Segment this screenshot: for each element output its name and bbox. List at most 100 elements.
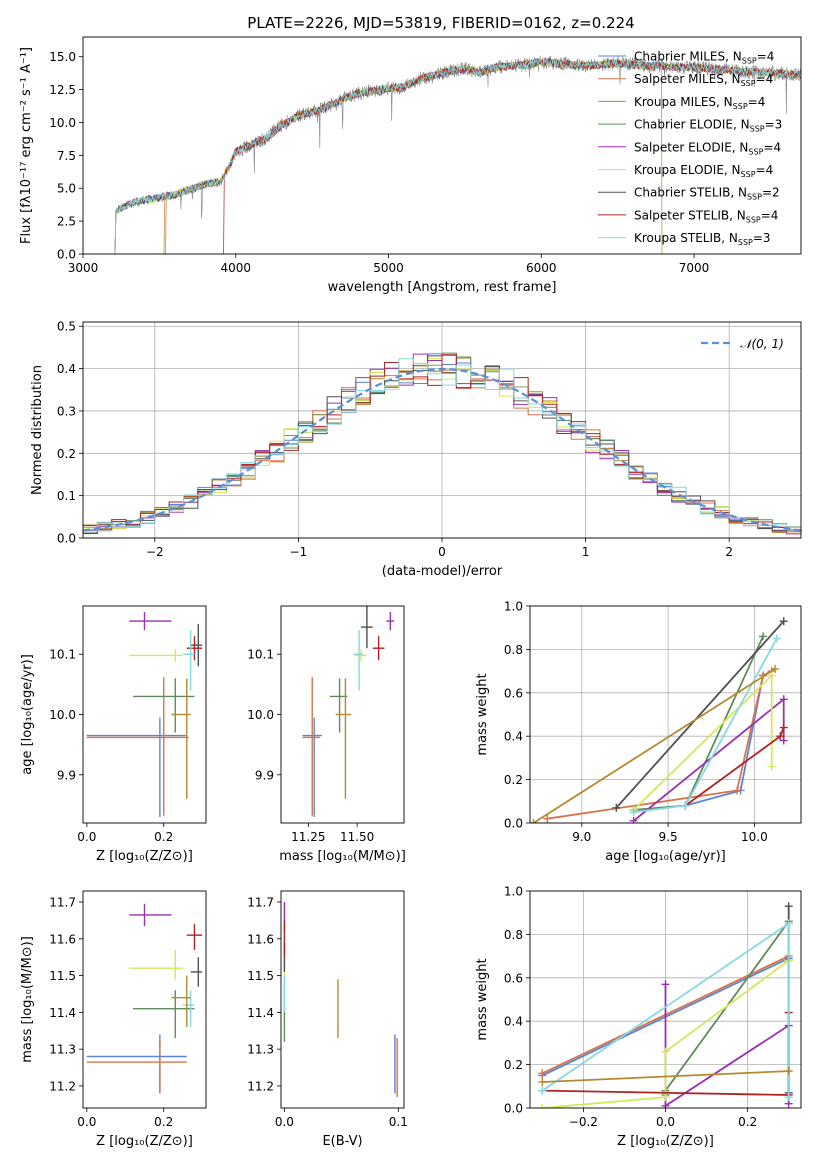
- legend-label: Salpeter ELODIE, NSSP=4: [634, 140, 781, 156]
- residuals-ytick-label: 0.1: [57, 489, 76, 503]
- age_vs_mass-ytick-label: 10.0: [247, 708, 274, 722]
- errorbar-point: [302, 677, 321, 816]
- weight_vs_z-frame: −0.2 0.0 0.2 0.0 0.2 0.4 0.6 0.8 1.0 Z [log₁₀(Z/Z…: [475, 885, 802, 1149]
- mass_vs_ebv-spines: [280, 890, 405, 1109]
- model-spectrum: [114, 58, 801, 254]
- errorbar-point: [129, 949, 183, 980]
- model-spectrum: [114, 57, 801, 254]
- errorbar-point: [182, 630, 195, 691]
- mass-weight-marker: [661, 1047, 670, 1056]
- age_vs_z-xtick-label: 0.2: [154, 830, 173, 844]
- mass_vs_ebv-ytick-label: 11.6: [247, 932, 274, 946]
- weight_vs_age-ytick-label: 0.0: [504, 817, 523, 831]
- age_vs_z-xlabel: Z [log₁₀(Z/Z⊙)]: [96, 849, 193, 864]
- mass_vs_z-ytick-label: 11.5: [49, 969, 76, 983]
- weight_vs_age-ytick-label: 0.2: [504, 773, 523, 787]
- mass-weight-marker: [784, 902, 793, 911]
- residuals-ytick-label: 0.2: [57, 447, 76, 461]
- legend-label: Chabrier ELODIE, NSSP=3: [634, 118, 782, 134]
- weight_vs_z-ytick-label: 0.0: [504, 1102, 523, 1116]
- weight_vs_age-xtick-label: 10.0: [741, 830, 768, 844]
- mass_vs_z-ytick-label: 11.6: [49, 932, 76, 946]
- errorbar-point: [372, 636, 385, 661]
- weight_vs_z-ytick-label: 0.6: [504, 971, 523, 985]
- age_vs_z-ylabel: age [log₁₀(age/yr)]: [20, 654, 35, 775]
- mass_vs_z-xtick-label: 0.0: [77, 1115, 96, 1129]
- residuals-ytick-label: 0.4: [57, 362, 76, 376]
- model-spectrum: [114, 58, 801, 254]
- errorbar-point: [86, 717, 187, 817]
- mass-weight-marker: [530, 819, 538, 823]
- age_vs_z-frame: 0.0 0.2 9.9 10.0 10.1 Z [log₁₀(Z/Z⊙)] age [log…: [20, 605, 207, 864]
- weight_vs_z-ytick-label: 0.2: [504, 1058, 523, 1072]
- model-spectrum: [163, 58, 663, 254]
- mass-weight-marker: [784, 1093, 793, 1102]
- legend-label: Chabrier STELIB, NSSP=2: [634, 186, 780, 202]
- errorbar-point: [129, 649, 183, 662]
- residuals-xlabel: (data-model)/error: [382, 564, 503, 579]
- errorbar-point: [86, 1034, 187, 1094]
- mass_vs_ebv-ytick-label: 11.2: [247, 1079, 274, 1093]
- legend-label: 𝒩(0, 1): [740, 337, 784, 351]
- residuals-xtick-label: 1: [582, 545, 590, 559]
- spectrum-ytick-label: 10.0: [49, 116, 76, 130]
- mass_vs_z-frame: 0.0 0.2 11.2 11.3 11.4 11.5 11.6 11.7 Z [log₁₀(Z…: [20, 890, 207, 1149]
- age_vs_mass-xtick-label: 11.25: [291, 830, 325, 844]
- age_vs_mass-xtick-label: 11.50: [340, 830, 374, 844]
- mass-weight-line: [664, 984, 790, 1108]
- weight_vs_z-xtick-label: 0.0: [656, 1115, 675, 1129]
- mass-weight-marker: [538, 1104, 547, 1108]
- residuals-ytick-label: 0.5: [57, 320, 76, 334]
- mass-weight-line: [542, 959, 790, 1108]
- normal-curve: [83, 367, 801, 532]
- spectrum-spines: [82, 36, 802, 255]
- mass_vs_z-ytick-label: 11.2: [49, 1079, 76, 1093]
- weight_vs_age-frame: 9.0 9.5 10.0 0.0 0.2 0.4 0.6 0.8 1.0 age [log₁₀(a…: [475, 600, 802, 864]
- mass-weight-marker: [772, 634, 781, 643]
- spectrum-xtick-label: 7000: [679, 261, 710, 275]
- weight_vs_z-xtick-label: −0.2: [569, 1115, 598, 1129]
- weight_vs_age-xtick-label: 9.5: [659, 830, 678, 844]
- mass-weight-marker: [543, 814, 552, 823]
- errorbar-point: [353, 630, 363, 691]
- mass-weight-marker: [661, 1093, 670, 1102]
- errorbar-point: [182, 990, 195, 1028]
- weight_vs_age-xlabel: age [log₁₀(age/yr)]: [605, 849, 726, 864]
- spectrum-xtick-label: 4000: [220, 261, 251, 275]
- spectrum-xtick-label: 6000: [526, 261, 557, 275]
- weight_vs_age-series: [530, 617, 788, 823]
- weight_vs_age-spines: [529, 605, 802, 824]
- mass-weight-line: [533, 668, 776, 823]
- mass_vs_ebv-ytick-label: 11.5: [247, 969, 274, 983]
- mass-weight-marker: [784, 1067, 793, 1076]
- spectrum-ytick-label: 2.5: [57, 215, 76, 229]
- errorbar-point: [386, 612, 395, 631]
- spectrum-xlabel: wavelength [Angstrom, rest frame]: [328, 280, 557, 295]
- legend-label: Salpeter STELIB, NSSP=4: [634, 208, 778, 224]
- weight_vs_age-ytick-label: 1.0: [504, 600, 523, 614]
- age_vs_z-ytick-label: 10.0: [49, 708, 76, 722]
- age_vs_mass-points: [302, 606, 395, 817]
- weight_vs_age-ytick-label: 0.4: [504, 730, 523, 744]
- mass-weight-marker: [538, 1069, 547, 1078]
- mass-weight-marker: [681, 801, 690, 810]
- mass_vs_z-ytick-label: 11.4: [49, 1006, 76, 1020]
- errorbar-point: [129, 612, 172, 631]
- residuals-xtick-label: −1: [290, 545, 308, 559]
- mass-weight-marker: [767, 762, 776, 771]
- errorbar-point: [186, 636, 203, 661]
- legend-label: Chabrier MILES, NSSP=4: [634, 50, 774, 66]
- spectrum-ytick-label: 7.5: [57, 149, 76, 163]
- spectrum-xtick-label: 3000: [68, 261, 99, 275]
- weight_vs_age-ytick-label: 0.8: [504, 643, 523, 657]
- residual-legend: 𝒩(0, 1): [701, 337, 784, 351]
- residuals-xtick-label: −2: [146, 545, 164, 559]
- errorbar-point: [186, 924, 203, 950]
- residuals-xtick-label: 2: [725, 545, 733, 559]
- errorbar-point: [132, 678, 195, 733]
- mass-weight-marker: [629, 808, 638, 817]
- spectrum-xtick-label: 5000: [373, 261, 404, 275]
- residuals-ylabel: Normed distribution: [30, 365, 45, 495]
- weight_vs_z-ytick-label: 1.0: [504, 885, 523, 899]
